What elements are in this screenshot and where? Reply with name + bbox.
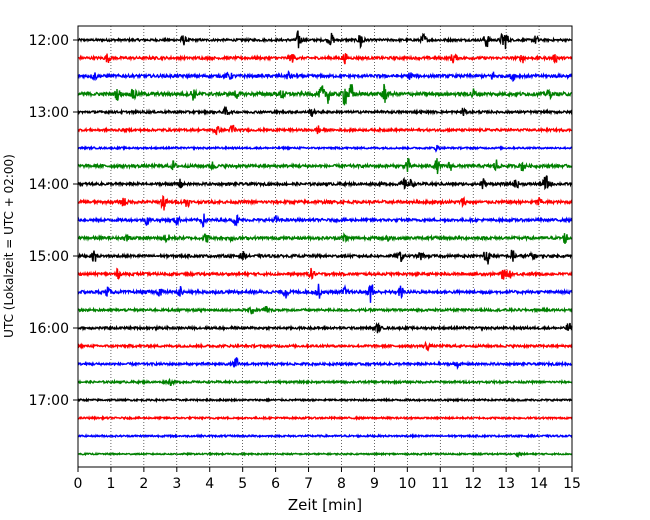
seismic-trace xyxy=(77,377,573,386)
seismic-trace xyxy=(77,397,573,404)
seismic-trace xyxy=(77,357,573,370)
x-tick-label: 15 xyxy=(563,476,581,492)
x-tick-label: 8 xyxy=(337,476,346,492)
seismic-trace xyxy=(77,305,573,315)
x-tick-label: 13 xyxy=(497,476,515,492)
seismic-trace xyxy=(77,213,573,228)
x-tick-label: 0 xyxy=(74,476,83,492)
seismic-trace xyxy=(77,414,573,422)
plot-frame xyxy=(77,25,573,468)
seismic-traces xyxy=(77,30,573,458)
x-axis-label: Zeit [min] xyxy=(288,496,362,514)
y-tick-label: 16:00 xyxy=(29,321,69,337)
y-tick-label: 12:00 xyxy=(29,33,69,49)
seismic-trace xyxy=(77,83,573,106)
y-tick-label: 13:00 xyxy=(29,105,69,121)
seismic-trace xyxy=(77,249,573,265)
seismic-trace xyxy=(77,432,573,440)
x-tick-label: 14 xyxy=(530,476,548,492)
seismic-trace xyxy=(77,124,573,136)
seismic-trace xyxy=(77,30,573,50)
x-axis-ticks: 0 1 2 3 4 5 6 7 8 9 10 11 12 13 14 15 xyxy=(74,467,581,492)
seismic-trace xyxy=(77,175,573,191)
x-tick-label: 12 xyxy=(464,476,482,492)
y-tick-label: 15:00 xyxy=(29,249,69,265)
seismic-trace xyxy=(77,69,573,82)
y-tick-label: 14:00 xyxy=(29,177,69,193)
x-tick-label: 10 xyxy=(398,476,416,492)
x-tick-label: 3 xyxy=(172,476,181,492)
y-tick-label: 17:00 xyxy=(29,393,69,409)
seismic-trace xyxy=(77,105,573,118)
y-axis-ticks: 12:00 13:00 14:00 15:00 16:00 17:00 xyxy=(29,33,78,409)
seismic-trace xyxy=(77,451,573,458)
seismic-trace xyxy=(77,283,573,303)
x-tick-label: 11 xyxy=(431,476,449,492)
seismic-trace xyxy=(77,53,573,65)
x-tick-label: 7 xyxy=(304,476,313,492)
seismic-trace xyxy=(77,144,573,153)
x-tick-label: 1 xyxy=(106,476,115,492)
x-tick-label: 9 xyxy=(370,476,379,492)
y-axis-label: UTC (Lokalzeit = UTC + 02:00) xyxy=(2,154,16,338)
x-tick-label: 2 xyxy=(139,476,148,492)
seismic-trace xyxy=(77,340,573,352)
seismic-trace xyxy=(77,157,573,175)
seismic-trace xyxy=(77,232,573,245)
x-tick-label: 5 xyxy=(238,476,247,492)
seismic-trace xyxy=(77,321,573,334)
seismic-trace xyxy=(77,267,573,281)
x-tick-label: 6 xyxy=(271,476,280,492)
x-tick-label: 4 xyxy=(205,476,214,492)
seismic-trace xyxy=(77,194,573,211)
